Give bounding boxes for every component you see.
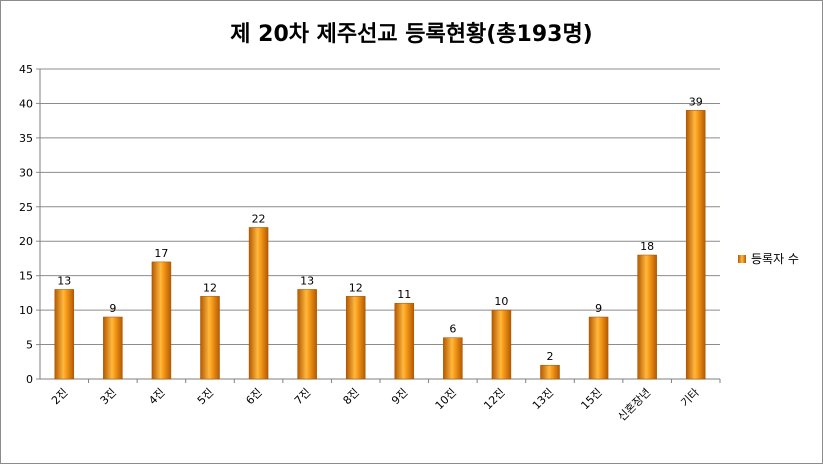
data-label: 9 bbox=[109, 302, 116, 315]
y-tick-label: 35 bbox=[19, 132, 33, 145]
bar-신혼장년 bbox=[637, 254, 657, 380]
bar-5진 bbox=[200, 296, 220, 380]
data-label: 11 bbox=[397, 288, 411, 301]
y-tick-label: 25 bbox=[19, 201, 33, 214]
data-label: 6 bbox=[449, 323, 456, 336]
data-label: 18 bbox=[640, 240, 654, 253]
bar-7진 bbox=[297, 289, 317, 380]
data-label: 22 bbox=[252, 212, 266, 225]
x-tick-label: 8진 bbox=[341, 386, 362, 407]
x-tick-label: 6진 bbox=[243, 386, 264, 407]
x-tick-label: 5진 bbox=[195, 386, 216, 407]
y-tick-label: 20 bbox=[19, 235, 33, 248]
x-tick-label: 13진 bbox=[530, 386, 556, 412]
y-tick-label: 15 bbox=[19, 270, 33, 283]
bar-8진 bbox=[345, 296, 366, 380]
y-tick-label: 10 bbox=[19, 304, 33, 317]
data-label: 39 bbox=[689, 95, 703, 108]
bar-12진 bbox=[491, 309, 512, 380]
y-tick-label: 0 bbox=[26, 373, 33, 386]
data-label: 12 bbox=[203, 281, 217, 294]
data-label: 13 bbox=[300, 274, 314, 287]
x-tick-label: 3진 bbox=[98, 386, 119, 407]
x-tick-label: 10진 bbox=[433, 386, 459, 412]
data-label: 13 bbox=[57, 274, 71, 287]
x-tick-label: 15진 bbox=[578, 386, 604, 412]
bar-13진 bbox=[540, 364, 560, 380]
legend-swatch bbox=[738, 254, 746, 263]
x-tick-label: 신혼장년 bbox=[615, 386, 653, 424]
data-label: 12 bbox=[349, 281, 363, 294]
y-tick-label: 30 bbox=[19, 166, 33, 179]
bar-6진 bbox=[248, 227, 269, 380]
data-label: 9 bbox=[595, 302, 602, 315]
bar-4진 bbox=[151, 261, 172, 380]
bar-2진 bbox=[54, 289, 75, 380]
data-label: 2 bbox=[547, 350, 554, 363]
x-tick-label: 기타 bbox=[678, 386, 702, 410]
legend: 등록자 수 bbox=[738, 250, 799, 267]
bar-15진 bbox=[588, 316, 609, 380]
chart-title: 제 20차 제주선교 등록현황(총193명) bbox=[230, 22, 593, 47]
bar-9진 bbox=[394, 302, 415, 380]
data-label: 10 bbox=[494, 295, 508, 308]
x-tick-label: 2진 bbox=[49, 386, 70, 407]
x-tick-label: 9진 bbox=[389, 386, 410, 407]
y-tick-label: 45 bbox=[19, 63, 33, 76]
x-tick-label: 4진 bbox=[146, 386, 167, 407]
bar-3진 bbox=[103, 316, 123, 380]
bar-기타 bbox=[685, 110, 706, 380]
data-label: 17 bbox=[154, 247, 168, 260]
x-tick-label: 12진 bbox=[481, 386, 507, 412]
bar-10진 bbox=[443, 337, 463, 380]
y-tick-label: 40 bbox=[19, 97, 33, 110]
legend-label: 등록자 수 bbox=[751, 252, 799, 266]
x-tick-label: 7진 bbox=[292, 386, 313, 407]
y-tick-label: 5 bbox=[26, 339, 33, 352]
